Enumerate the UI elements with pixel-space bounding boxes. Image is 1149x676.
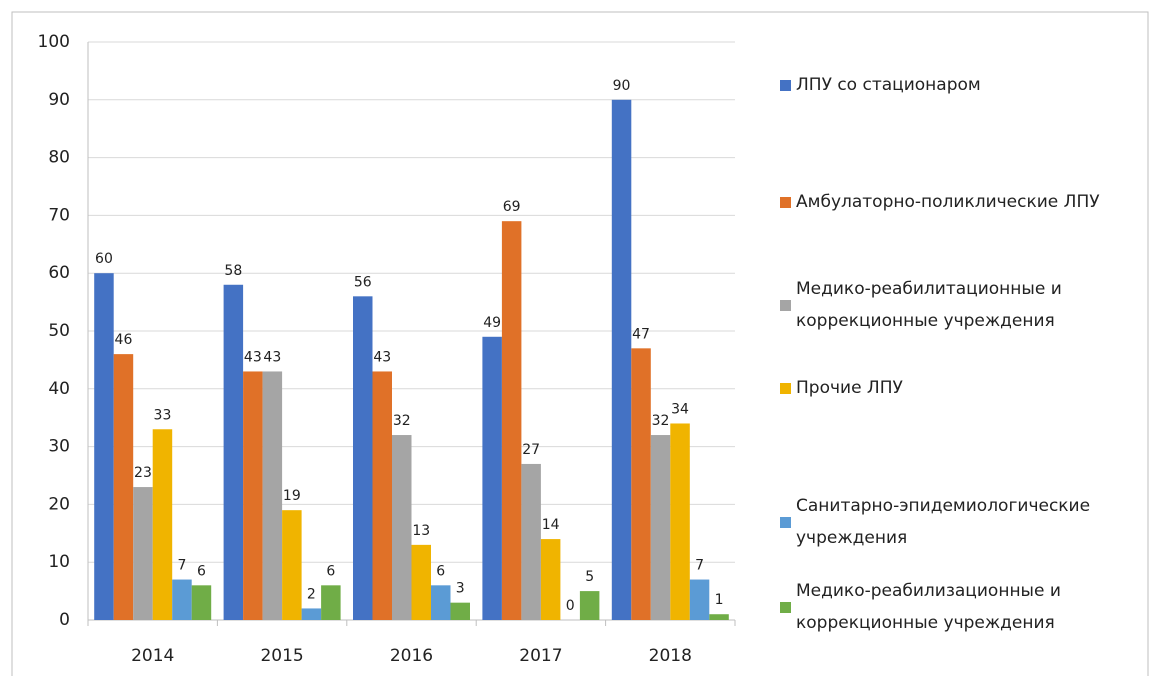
value-label: 43 [373, 349, 391, 365]
value-label: 7 [177, 558, 186, 574]
x-tick-label: 2018 [649, 646, 692, 666]
value-label: 32 [652, 413, 670, 429]
bar [243, 371, 263, 620]
legend-item: Медико-реабилитационные и коррекционные … [780, 273, 1130, 337]
bar [579, 591, 600, 620]
bar [501, 221, 522, 620]
value-label: 6 [326, 563, 335, 579]
value-label: 69 [503, 199, 521, 215]
value-label: 7 [695, 558, 704, 574]
legend-item: ЛПУ со стационаром [780, 69, 1130, 101]
bar [113, 354, 134, 620]
y-tick-label: 70 [48, 205, 70, 225]
bar [650, 435, 671, 620]
legend-label: ЛПУ со стационаром [796, 75, 981, 95]
legend-item: Санитарно-эпидемиологические учреждения [780, 490, 1130, 554]
bar [431, 585, 451, 620]
y-tick-label: 30 [48, 437, 70, 457]
value-label: 6 [436, 563, 445, 579]
y-tick-label: 20 [48, 494, 70, 514]
x-tick-label: 2015 [260, 646, 303, 666]
legend-label: Амбулаторно-поликлические ЛПУ [796, 192, 1100, 212]
bar [450, 602, 470, 620]
chart-border [11, 11, 1149, 676]
value-label: 43 [244, 349, 262, 365]
value-label: 19 [283, 488, 301, 504]
bar [321, 585, 341, 620]
value-label: 90 [613, 78, 631, 94]
bar [392, 435, 412, 620]
bar [301, 608, 322, 620]
value-label: 33 [154, 407, 172, 423]
bar [631, 348, 651, 620]
value-label: 13 [412, 523, 430, 539]
value-label: 3 [456, 581, 465, 597]
value-label: 32 [393, 413, 411, 429]
legend-swatch [780, 601, 791, 613]
bar [670, 423, 690, 620]
value-label: 14 [542, 517, 560, 533]
bar [262, 371, 283, 620]
bar [540, 539, 561, 620]
bar [521, 463, 541, 620]
y-tick-label: 10 [48, 552, 70, 572]
bar [152, 429, 173, 620]
value-label: 46 [115, 332, 133, 348]
bar [353, 296, 373, 620]
bar [611, 99, 632, 621]
value-label: 43 [263, 349, 281, 365]
legend-swatch [780, 382, 791, 394]
bar [191, 585, 212, 620]
bar [282, 510, 302, 620]
x-tick-label: 2017 [519, 646, 562, 666]
bar [94, 273, 114, 620]
value-label: 1 [715, 592, 724, 608]
x-tick-label: 2016 [390, 646, 433, 666]
bar [133, 487, 153, 620]
bar [372, 371, 392, 620]
value-label: 5 [585, 569, 594, 585]
y-tick-label: 0 [59, 610, 70, 630]
legend-label: Санитарно-эпидемиологические учреждения [796, 496, 1091, 548]
legend-item: Прочие ЛПУ [780, 372, 1130, 404]
legend-label: Прочие ЛПУ [796, 378, 903, 398]
value-label: 2 [307, 586, 316, 602]
y-tick-label: 80 [48, 148, 70, 168]
value-label: 47 [632, 326, 650, 342]
legend-swatch [780, 196, 791, 208]
y-tick-label: 100 [38, 32, 70, 52]
legend-swatch [780, 79, 791, 91]
value-label: 0 [566, 598, 575, 614]
bar [482, 336, 502, 620]
legend-swatch [780, 299, 791, 311]
value-label: 23 [134, 465, 152, 481]
y-tick-label: 60 [48, 263, 70, 283]
legend-label: Медико-реабилизационные и коррекционные … [796, 581, 1061, 633]
bar [689, 579, 710, 620]
value-label: 6 [197, 563, 206, 579]
bar [709, 614, 729, 620]
value-label: 49 [483, 315, 501, 331]
value-label: 58 [224, 263, 242, 279]
y-tick-label: 50 [48, 321, 70, 341]
value-label: 34 [671, 401, 689, 417]
legend-swatch [780, 516, 791, 528]
x-tick-label: 2014 [131, 646, 174, 666]
bar [411, 544, 431, 620]
value-label: 56 [354, 274, 372, 290]
legend-item: Амбулаторно-поликлические ЛПУ [780, 186, 1130, 218]
legend-label: Медико-реабилитационные и коррекционные … [796, 279, 1062, 331]
bar [172, 579, 192, 620]
bar [223, 284, 244, 620]
legend-item: Медико-реабилизационные и коррекционные … [780, 575, 1130, 639]
value-label: 60 [95, 251, 113, 267]
y-tick-label: 40 [48, 379, 70, 399]
value-label: 27 [522, 442, 540, 458]
y-tick-label: 90 [48, 90, 70, 110]
